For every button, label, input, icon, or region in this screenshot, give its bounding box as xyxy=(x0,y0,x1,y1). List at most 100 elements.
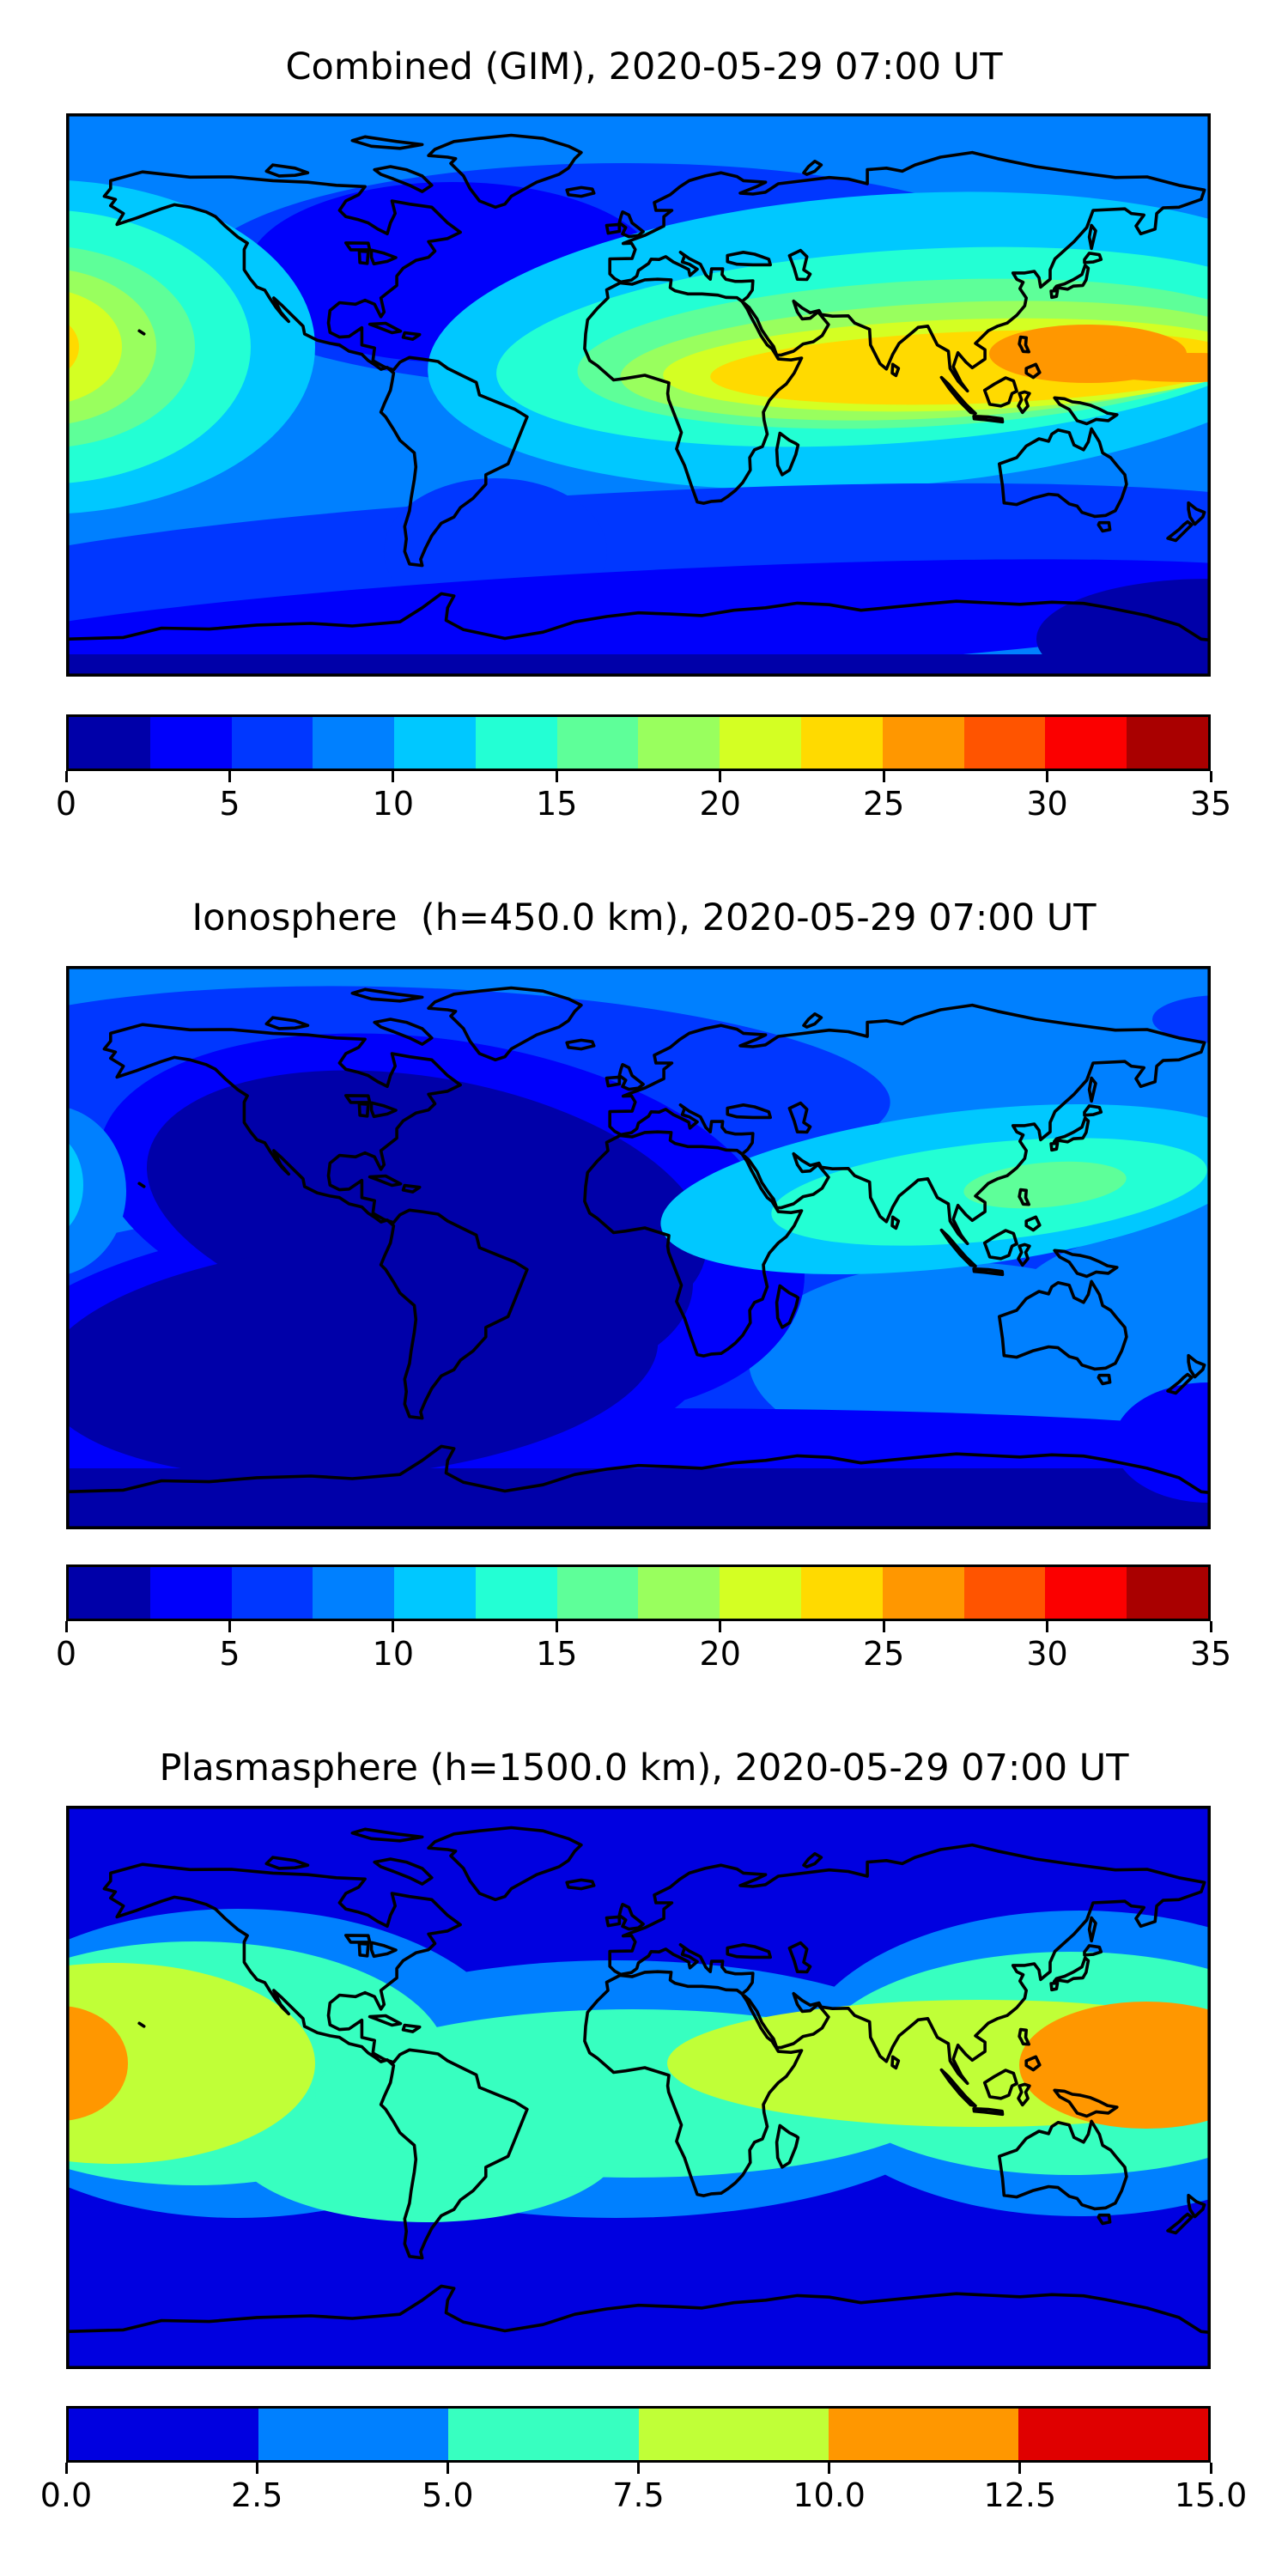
coastline-ireland xyxy=(605,222,622,235)
colorbar-segment xyxy=(556,1567,639,1619)
colorbar-tick xyxy=(228,1621,231,1632)
coastline-new-zealand-north xyxy=(1187,1353,1206,1379)
colorbar-tick-label: 0 xyxy=(55,785,77,823)
coastlines xyxy=(66,1826,1211,2335)
colorbar-segment xyxy=(720,1567,802,1619)
coastline-lake-michigan xyxy=(357,1102,370,1118)
panel1-title: Combined (GIM), 2020-05-29 07:00 UT xyxy=(285,46,1003,88)
coastline-greenland xyxy=(427,133,583,210)
coastline-africa xyxy=(583,277,804,505)
colorbar-segment xyxy=(556,717,639,769)
coastlines xyxy=(66,133,1211,642)
coastline-australia xyxy=(998,2119,1128,2211)
colorbar-segment xyxy=(149,1567,232,1619)
coastline-mindanao xyxy=(1024,2055,1042,2072)
colorbar-tick xyxy=(555,1621,558,1632)
coastline-sulawesi xyxy=(1017,2082,1031,2107)
contour-band xyxy=(66,1140,83,1230)
coastline-black-sea xyxy=(726,1943,772,1959)
colorbar-tick-label: 35 xyxy=(1189,1635,1232,1673)
colorbar-tick xyxy=(828,2463,831,2474)
colorbar-segment xyxy=(448,2409,639,2460)
colorbar-segment xyxy=(801,1567,883,1619)
colorbar-tick xyxy=(637,2463,640,2474)
coastline-africa xyxy=(583,1970,804,2197)
coastline-black-sea xyxy=(726,1103,772,1120)
colorbar-segment xyxy=(963,717,1046,769)
contour-band xyxy=(66,654,1211,677)
coastline-hokkaido xyxy=(1083,252,1103,264)
colorbar-segment xyxy=(313,717,395,769)
colorbar-segment xyxy=(882,1567,964,1619)
colorbar-segment xyxy=(231,1567,313,1619)
coastline-lake-michigan xyxy=(357,249,370,265)
coastline-eurasia xyxy=(608,1843,1206,2086)
colorbar-tick-label: 2.5 xyxy=(230,2476,283,2514)
coastline-lakes-huron-erie-ontario xyxy=(369,1941,398,1959)
contour-field xyxy=(66,1806,1211,2369)
colorbar-segment xyxy=(69,2409,259,2460)
coastline-caspian-sea xyxy=(787,248,812,282)
coastline-ireland xyxy=(605,1915,622,1928)
colorbar-tick xyxy=(446,2463,449,2474)
colorbar-tick xyxy=(1046,1621,1049,1632)
panel2-colorbar-axis: 0 5 10 15 20 25 30 35 xyxy=(56,1621,1231,1698)
coastline-honshu xyxy=(1053,264,1091,291)
coastline-kyushu xyxy=(1049,289,1060,300)
colorbar-tick xyxy=(255,2463,258,2474)
coastline-great-britain xyxy=(617,1903,645,1931)
colorbar-tick xyxy=(64,771,68,782)
coastline-lake-superior xyxy=(344,1934,372,1944)
coastline-cuba xyxy=(368,321,403,335)
contour-band xyxy=(66,1963,315,2164)
colorbar-tick-label: 0 xyxy=(55,1635,77,1673)
contour-band xyxy=(401,1189,693,1378)
panel2-colorbar xyxy=(66,1564,1211,1621)
coastline-sakhalin xyxy=(1087,223,1097,251)
contour-band xyxy=(66,1468,1211,1529)
contour-field xyxy=(66,113,1211,677)
colorbar-segment xyxy=(1045,717,1127,769)
colorbar-segment xyxy=(638,717,720,769)
coastline-iceland xyxy=(565,1038,596,1051)
map-frame xyxy=(66,966,1211,1529)
coastline-kyushu xyxy=(1049,1981,1060,1992)
colorbar-tick xyxy=(882,771,885,782)
colorbar-tick-label: 15 xyxy=(536,1635,578,1673)
coastline-sri-lanka xyxy=(890,362,901,378)
coastline-cuba xyxy=(368,2014,403,2027)
coastline-victoria-island xyxy=(264,1856,310,1870)
colorbar-tick xyxy=(1209,2463,1212,2474)
coastline-new-zealand-north xyxy=(1187,2193,1206,2219)
coastline-baffin-island xyxy=(373,1018,434,1046)
coastline-antarctica xyxy=(66,1444,1211,1495)
coastline-north-and-south-america xyxy=(102,170,529,568)
colorbar-tick-label: 35 xyxy=(1189,785,1232,823)
panel3-title: Plasmasphere (h=1500.0 km), 2020-05-29 0… xyxy=(159,1747,1129,1789)
coastline-sakhalin xyxy=(1087,1916,1097,1943)
colorbar-tick xyxy=(1018,2463,1022,2474)
coastline-caspian-sea xyxy=(787,1101,812,1134)
colorbar-segment xyxy=(828,2409,1018,2460)
coastline-sri-lanka xyxy=(890,2055,901,2070)
coastline-ellesmere-island xyxy=(350,987,424,1003)
coastline-borneo xyxy=(982,1229,1018,1261)
coastline-baffin-island xyxy=(373,165,434,193)
colorbar-segment xyxy=(638,2409,829,2460)
coastline-sakhalin xyxy=(1087,1076,1097,1103)
coastline-hawaii xyxy=(137,1182,146,1188)
coastline-great-britain xyxy=(617,1063,645,1091)
colorbar-tick-label: 10 xyxy=(372,1635,415,1673)
coastline-greenland xyxy=(427,1826,583,1902)
colorbar-segment xyxy=(475,717,557,769)
colorbar-tick-label: 12.5 xyxy=(983,2476,1057,2514)
coastline-eurasia xyxy=(608,1003,1206,1246)
coastline-new-zealand-north xyxy=(1187,501,1206,526)
colorbar-segment xyxy=(801,717,883,769)
coastline-honshu xyxy=(1053,1956,1091,1984)
contour-band xyxy=(963,1161,1127,1209)
colorbar-tick xyxy=(228,771,231,782)
panel1-colorbar-axis: 0 5 10 15 20 25 30 35 xyxy=(56,771,1231,848)
coastline-lake-michigan xyxy=(357,1941,370,1958)
coastline-kyushu xyxy=(1049,1141,1060,1152)
